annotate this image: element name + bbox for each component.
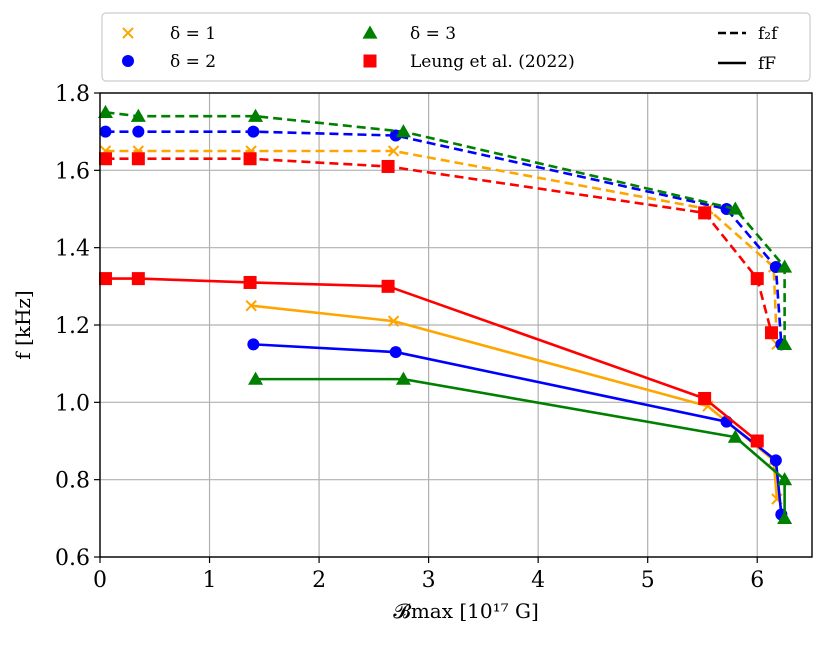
y-tick-label: 1.2	[55, 314, 90, 339]
data-point	[245, 299, 257, 312]
series-line	[105, 157, 773, 334]
data-point	[99, 125, 112, 138]
data-point	[243, 275, 257, 289]
data-point	[98, 272, 112, 286]
legend-entry: fF	[718, 54, 776, 74]
data-point	[777, 336, 793, 350]
legend-marker	[122, 55, 134, 67]
data-point	[698, 391, 712, 405]
legend: δ = 1 δ = 2 δ = 3 Leung et al. (2022) f₂f fF	[101, 12, 811, 82]
data-point	[389, 346, 402, 359]
data-point	[387, 315, 400, 327]
data-point	[777, 472, 793, 486]
legend-label: δ = 1	[170, 24, 216, 44]
data-point	[764, 326, 778, 340]
data-point	[247, 125, 260, 138]
data-point	[131, 152, 145, 166]
legend-marker	[122, 27, 134, 39]
data-point	[395, 124, 411, 138]
x-tick-label: 5	[641, 568, 655, 593]
data-point	[387, 145, 400, 157]
x-tick-label: 6	[750, 568, 764, 593]
legend-label: f₂f	[758, 24, 779, 44]
series-line	[253, 343, 783, 515]
data-point	[132, 125, 145, 138]
series-4	[97, 104, 793, 350]
data-point	[247, 338, 260, 351]
series-3	[247, 338, 788, 521]
data-point	[777, 510, 793, 524]
x-tick-label: 0	[93, 568, 107, 593]
legend-entry: δ = 1	[122, 24, 216, 44]
legend-marker	[363, 54, 377, 68]
x-tick-label: 1	[203, 568, 217, 593]
data-point	[97, 104, 113, 118]
data-point	[98, 152, 112, 166]
legend-label: δ = 2	[170, 52, 216, 72]
series-layer	[97, 104, 793, 524]
data-point	[243, 152, 257, 166]
legend-entry: δ = 3	[362, 24, 456, 44]
data-point	[750, 434, 764, 448]
y-tick-label: 1.4	[55, 237, 90, 262]
data-point	[750, 272, 764, 286]
y-tick-label: 1.8	[55, 82, 90, 107]
legend-entry: Leung et al. (2022)	[363, 52, 575, 72]
y-tick-label: 1.6	[55, 159, 90, 184]
legend-entry: f₂f	[718, 24, 779, 44]
data-point	[698, 206, 712, 220]
legend-label: δ = 3	[410, 24, 456, 44]
data-point	[248, 108, 264, 122]
legend-label: Leung et al. (2022)	[410, 52, 575, 72]
series-6	[98, 152, 778, 340]
data-point	[769, 454, 782, 467]
y-axis-title: f [kHz]	[11, 290, 35, 359]
legend-box	[101, 12, 811, 82]
data-point	[130, 108, 146, 122]
y-tick-label: 0.8	[55, 469, 90, 494]
x-tick-label: 2	[312, 568, 326, 593]
legend-marker	[362, 25, 378, 39]
data-point	[381, 159, 395, 173]
legend-label: fF	[758, 54, 776, 74]
data-point	[131, 272, 145, 286]
data-point	[248, 371, 264, 385]
data-point	[381, 279, 395, 293]
data-point	[395, 371, 411, 385]
series-7	[98, 272, 764, 448]
axes: 0 1 2 3 4 5 6 0.6 0.8 1.0 1.2 1.4 1.6 1.8 𝓑max [10¹⁷ G…	[11, 82, 813, 623]
x-axis-title: 𝓑max [10¹⁷ G]	[393, 599, 539, 623]
y-tick-label: 0.6	[55, 546, 90, 571]
data-point	[727, 201, 743, 215]
x-tick-label: 4	[531, 568, 545, 593]
x-tick-label: 3	[422, 568, 436, 593]
series-line	[105, 130, 783, 345]
y-tick-label: 1.0	[55, 391, 90, 416]
data-point	[777, 259, 793, 273]
data-point	[727, 429, 743, 443]
series-5	[248, 371, 793, 524]
legend-entry: δ = 2	[122, 52, 216, 72]
